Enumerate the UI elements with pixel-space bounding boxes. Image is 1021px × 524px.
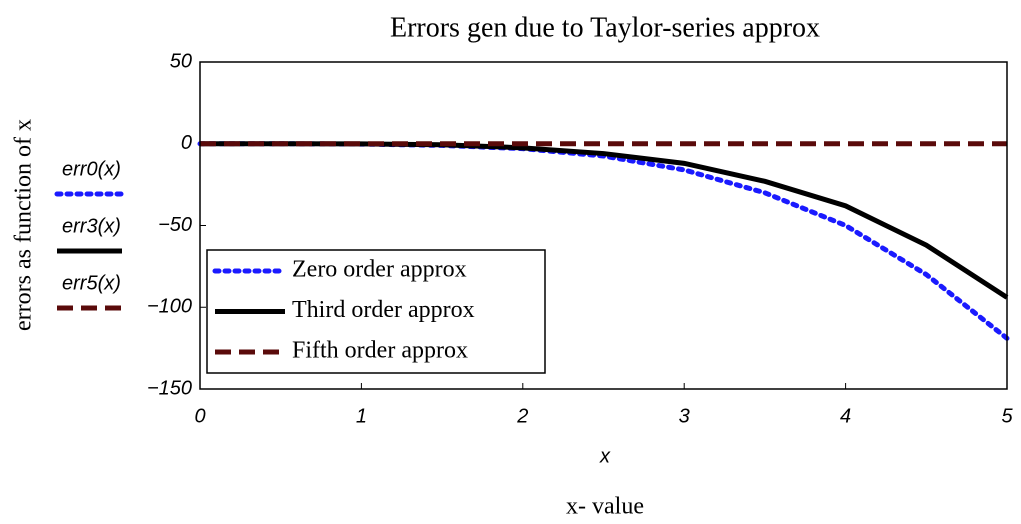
- plot-frame: [199, 61, 1008, 390]
- legend-label: Fifth order approx: [292, 338, 468, 364]
- trace-label: err0(x): [62, 158, 121, 180]
- trace-label: err3(x): [62, 215, 121, 237]
- x-tick-label: 3: [679, 405, 690, 427]
- y-tick-label: −100: [147, 296, 192, 318]
- y-axis-label: errors as function of x: [11, 119, 37, 331]
- chart-title: Errors gen due to Taylor-series approx: [390, 12, 820, 43]
- trace-label: err5(x): [62, 272, 121, 294]
- y-tick-label: −150: [147, 377, 192, 399]
- x-tick-label: 5: [1001, 405, 1013, 427]
- x-tick-label: 2: [516, 405, 528, 427]
- y-tick-label: 0: [181, 132, 192, 154]
- x-tick-label: 1: [356, 405, 367, 427]
- legend-label: Zero order approx: [292, 257, 467, 283]
- x-tick-label: 0: [194, 405, 205, 427]
- legend-label: Third order approx: [292, 297, 475, 323]
- y-tick-label: 50: [170, 50, 192, 72]
- x-axis-label: x- value: [566, 494, 644, 520]
- y-tick-label: −50: [158, 214, 192, 236]
- x-tick-label: 4: [840, 405, 851, 427]
- x-variable-label: x: [599, 445, 611, 467]
